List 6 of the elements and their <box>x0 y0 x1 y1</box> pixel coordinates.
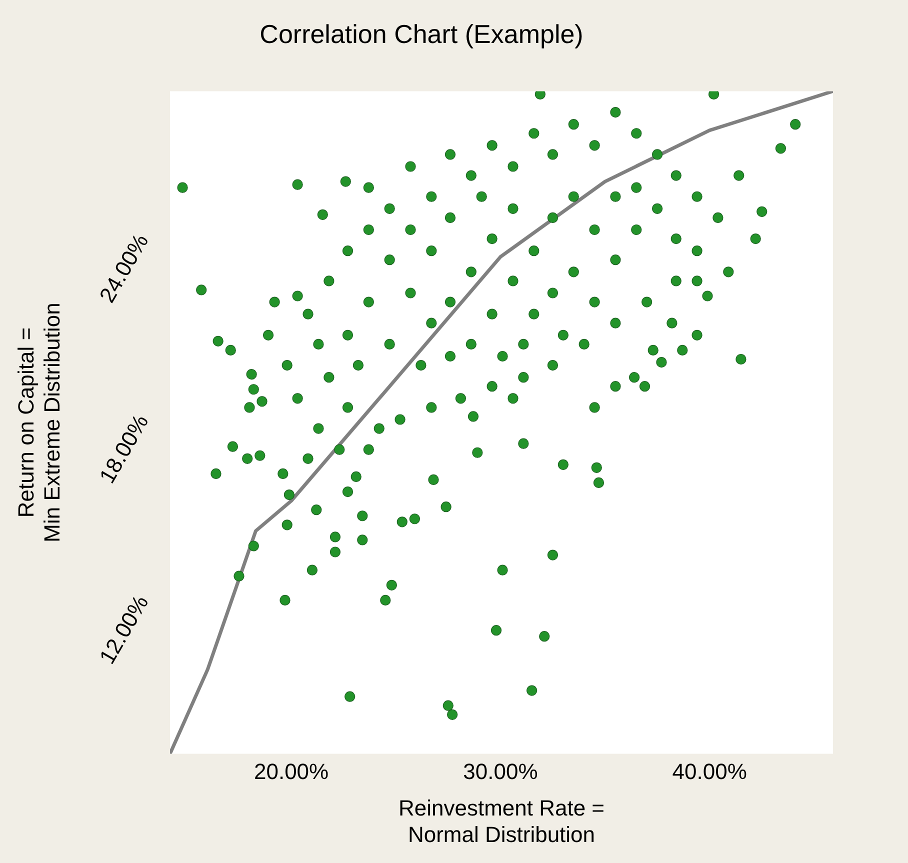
chart-title: Correlation Chart (Example) <box>260 18 584 49</box>
x-tick-label: 20.00% <box>254 759 329 784</box>
x-axis-title: Reinvestment Rate = Normal Distribution <box>398 795 605 847</box>
x-tick-label: 40.00% <box>672 759 747 784</box>
y-axis-title: Return on Capital = Min Extreme Distribution <box>13 302 65 542</box>
x-tick-label: 30.00% <box>463 759 538 784</box>
